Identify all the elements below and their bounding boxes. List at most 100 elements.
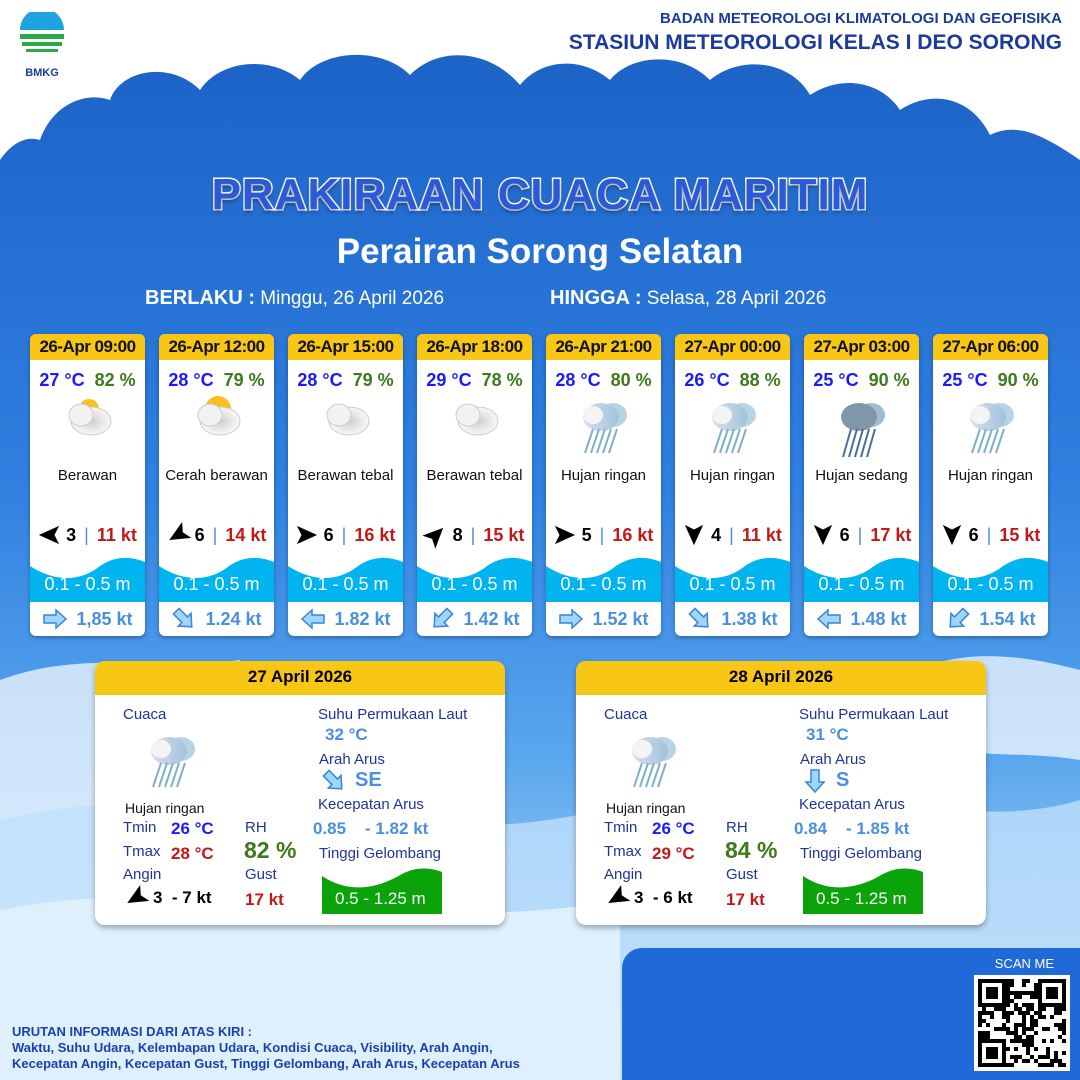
wave-graphic (803, 868, 923, 914)
wave-height-value: 0.5 - 1.25 m (816, 889, 907, 908)
current-direction-icon (172, 607, 194, 628)
current-direction-label: Arah Arus (800, 751, 866, 768)
humidity: 80 % (610, 370, 652, 390)
valid-from: BERLAKU : Minggu, 26 April 2026 (145, 287, 444, 310)
current-direction-icon (949, 607, 971, 628)
forecast-card: 27-Apr 06:00 25 °C 90 % Hujan ringan 6 | 15… (933, 334, 1048, 636)
weather-label: Cuaca (604, 706, 648, 723)
current-speed-max: - 1.82 kt (365, 819, 429, 838)
forecast-time: 27-Apr 00:00 (675, 334, 790, 360)
wave-height-label: Tinggi Gelombang (319, 845, 442, 862)
forecast-time: 26-Apr 15:00 (288, 334, 403, 360)
wind-direction-icon (608, 885, 631, 904)
wave-graphic (933, 557, 1048, 602)
current-speed-min: 0.84 (794, 819, 828, 838)
forecast-time: 26-Apr 09:00 (30, 334, 145, 360)
forecast-cards: 26-Apr 09:00 27 °C 82 % Berawan 3 | 11 kt 0… (30, 334, 1048, 636)
tmax-value: 28 °C (171, 844, 214, 863)
weather-condition: Hujan ringan (606, 800, 686, 816)
current-speed-min: 0.85 (313, 819, 347, 838)
valid-from-label: BERLAKU : (145, 287, 255, 309)
air-temperature: 29 °C (426, 370, 472, 390)
light-rain-icon (151, 737, 195, 788)
qr-code[interactable] (974, 975, 1070, 1071)
note-title: URUTAN INFORMASI DARI ATAS KIRI : (12, 1024, 252, 1039)
sst-value: 31 °C (806, 725, 849, 744)
wave-height-label: Tinggi Gelombang (800, 845, 923, 862)
current-direction-icon (559, 608, 584, 630)
wind-label: Angin (604, 866, 643, 883)
sst-value: 32 °C (325, 725, 368, 744)
current-speed-max: - 1.85 kt (846, 819, 910, 838)
valid-to-label: HINGGA : (550, 287, 642, 309)
wave-graphic (322, 868, 442, 914)
current-speed: 1.54 kt (979, 608, 1036, 629)
rh-label: RH (726, 819, 748, 836)
forecast-card: 26-Apr 09:00 27 °C 82 % Berawan 3 | 11 kt 0… (30, 334, 145, 636)
humidity: 88 % (739, 370, 781, 390)
light-rain-icon (582, 403, 627, 454)
gust-speed: 15 kt (999, 524, 1041, 545)
valid-to-value: Selasa, 28 April 2026 (646, 288, 827, 309)
current-speed: 1.48 kt (850, 608, 907, 629)
wave-height-value: 0.5 - 1.25 m (335, 889, 426, 908)
humidity: 90 % (997, 370, 1039, 390)
wind-speed: 6 (968, 524, 979, 545)
air-temperature: 28 °C (555, 370, 601, 390)
wave-height: 0.1 - 0.5 m (44, 574, 131, 594)
daily-summary-card: 27 April 2026 Cuaca Hujan ringan Tmin 26… (95, 661, 505, 925)
wind-range: 3 - 6 kt (634, 888, 693, 907)
humidity: 90 % (868, 370, 910, 390)
wind-direction-icon (684, 524, 704, 546)
wave-graphic (30, 557, 145, 602)
wind-direction-icon (422, 527, 443, 549)
tmax-label: Tmax (604, 843, 642, 860)
forecast-card: 26-Apr 21:00 28 °C 80 % Hujan ringan 5 | 16… (546, 334, 661, 636)
weather-condition: Hujan ringan (947, 467, 1034, 484)
forecast-time: 27-Apr 06:00 (933, 334, 1048, 360)
rh-label: RH (245, 819, 267, 836)
cloud-icon (326, 403, 369, 436)
tmin-label: Tmin (604, 819, 638, 836)
sst-label: Suhu Permukaan Laut (799, 706, 949, 723)
current-speed: 1,85 kt (76, 608, 133, 629)
wind-range: 3 - 7 kt (153, 888, 212, 907)
gust-label: Gust (245, 866, 277, 883)
tmin-value: 26 °C (652, 819, 695, 838)
current-direction-icon (804, 768, 826, 793)
rh-value: 82 % (244, 837, 297, 863)
rh-value: 84 % (725, 837, 778, 863)
wind-direction-icon (127, 885, 150, 904)
daily-summary-card: 28 April 2026 Cuaca Hujan ringan Tmin 26… (576, 661, 986, 925)
air-temperature: 25 °C (942, 370, 988, 390)
separator: | (729, 524, 734, 545)
separator: | (341, 524, 347, 545)
wind-direction-icon (168, 522, 191, 541)
scan-me-label: SCAN ME (994, 956, 1054, 971)
air-temperature: 28 °C (168, 370, 214, 390)
separator: | (212, 524, 218, 545)
station-name: STASIUN METEOROLOGI KELAS I DEO SORONG (568, 31, 1062, 54)
weather-condition: Hujan ringan (125, 800, 205, 816)
light-rain-icon (969, 403, 1014, 454)
wave-height: 0.1 - 0.5 m (431, 574, 518, 594)
current-speed-label: Kecepatan Arus (799, 796, 905, 813)
logo-text: BMKG (25, 67, 59, 79)
info-order-note: URUTAN INFORMASI DARI ATAS KIRI : Waktu,… (12, 1024, 520, 1072)
weather-label: Cuaca (123, 706, 167, 723)
current-direction-icon (322, 768, 343, 790)
wind-direction-icon (39, 525, 60, 545)
wind-speed: 8 (452, 524, 463, 545)
forecast-card: 26-Apr 15:00 28 °C 79 % Berawan tebal 6 | 1… (288, 334, 403, 636)
wind-direction-icon (554, 525, 575, 545)
current-speed: 1.24 kt (205, 608, 262, 629)
gust-speed: 16 kt (354, 524, 396, 545)
humidity: 79 % (352, 370, 394, 390)
sunny-cloudy-icon (197, 396, 240, 436)
note-line: Kecepatan Angin, Kecepatan Gust, Tinggi … (12, 1056, 520, 1071)
forecast-card: 27-Apr 03:00 25 °C 90 % Hujan sedang 6 | 17… (804, 334, 919, 636)
separator: | (84, 524, 89, 545)
tmax-label: Tmax (123, 843, 161, 860)
weather-condition: Cerah berawan (165, 467, 268, 484)
tmax-value: 29 °C (652, 844, 695, 863)
